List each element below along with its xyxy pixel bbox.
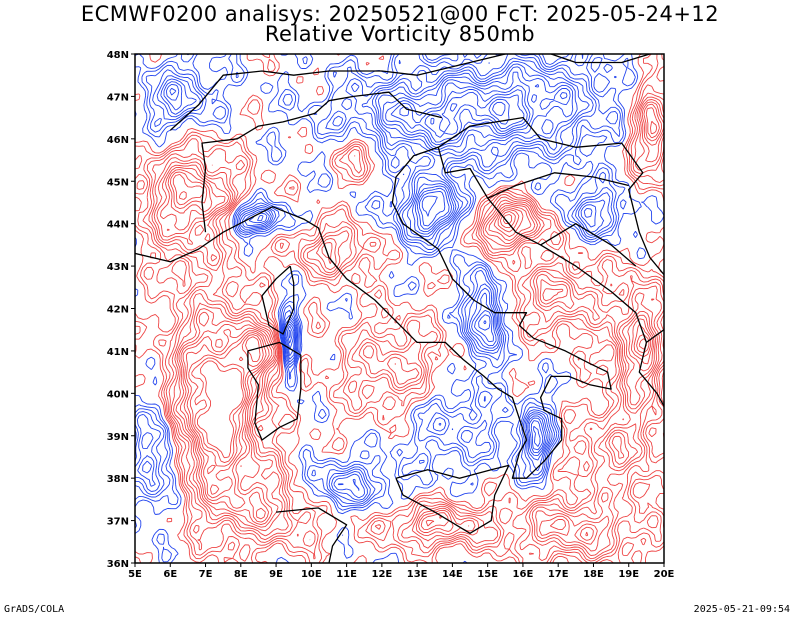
- coastline-segment: [395, 464, 510, 534]
- lat-tick-label: 38N: [107, 474, 129, 485]
- lon-tick-label: 5E: [128, 569, 142, 580]
- negative-vorticity-contour: [165, 66, 593, 491]
- lon-tick-label: 18E: [583, 569, 604, 580]
- lon-tick-label: 9E: [269, 569, 283, 580]
- lat-tick-label: 47N: [107, 92, 129, 103]
- coastline-segment: [487, 172, 629, 199]
- lon-tick-label: 20E: [654, 569, 675, 580]
- lon-tick-label: 19E: [618, 569, 639, 580]
- positive-vorticity-contour: [135, 54, 664, 563]
- negative-vorticity-contour: [492, 101, 506, 117]
- lat-tick-label: 37N: [107, 517, 129, 528]
- lat-tick-label: 42N: [107, 305, 129, 316]
- negative-vorticity-contour: [430, 98, 510, 125]
- axis-ticks: 5E 6E 7E 8E 9E 10E 11E 12E 13E 14E 15E 16E 17E 18E 19E…: [107, 50, 675, 580]
- negative-vorticity-contour: [169, 71, 571, 454]
- coastline-segment: [646, 329, 664, 343]
- positive-vorticity-contour: [159, 103, 663, 541]
- positive-vorticity-contour: [170, 120, 658, 520]
- lon-tick-label: 12E: [371, 569, 392, 580]
- lon-tick-label: 17E: [548, 569, 569, 580]
- negative-vorticity-contour: [135, 54, 636, 563]
- lat-tick-label: 40N: [107, 389, 129, 400]
- negative-vorticity-contour: [137, 60, 606, 501]
- negative-vorticity-contour: [142, 63, 597, 499]
- lon-tick-label: 10E: [301, 569, 322, 580]
- positive-vorticity-contour: [179, 191, 647, 464]
- coastline-segment: [169, 54, 506, 131]
- lon-tick-label: 13E: [407, 569, 428, 580]
- lat-tick-label: 46N: [107, 135, 129, 146]
- coastline-segment: [135, 231, 224, 263]
- coastline-segment: [540, 223, 637, 267]
- positive-vorticity-contour: [142, 66, 664, 562]
- software-credit: GrADS/COLA: [4, 604, 65, 615]
- coastline-segment: [437, 147, 664, 407]
- positive-vorticity-contour: [151, 96, 664, 556]
- lat-tick-label: 41N: [107, 347, 129, 358]
- negative-vorticity-contour: [288, 88, 541, 447]
- lat-tick-label: 44N: [107, 220, 129, 231]
- lon-tick-label: 6E: [163, 569, 177, 580]
- positive-vorticity-contour: [167, 107, 660, 537]
- lon-tick-label: 7E: [199, 569, 213, 580]
- lon-tick-label: 14E: [442, 569, 463, 580]
- negative-vorticity-contour: [257, 82, 568, 451]
- lon-tick-label: 16E: [513, 569, 534, 580]
- coastline-segment: [201, 91, 442, 233]
- contour-field: [135, 54, 664, 563]
- coastline-segment: [247, 341, 302, 441]
- positive-vorticity-contour: [135, 54, 664, 563]
- positive-vorticity-contour: [153, 99, 664, 552]
- coastline-segment: [276, 507, 348, 563]
- lat-tick-label: 36N: [107, 559, 129, 570]
- lat-tick-label: 43N: [107, 262, 129, 273]
- positive-vorticity-contour: [156, 101, 664, 545]
- map-subtitle: Relative Vorticity 850mb: [264, 22, 536, 46]
- coastline-segment: [550, 54, 651, 64]
- lat-tick-label: 48N: [107, 50, 129, 61]
- positive-vorticity-contour: [197, 336, 261, 459]
- map-title: ECMWF0200 analisys: 20250521@00 FcT: 202…: [80, 2, 720, 26]
- coastlines: [135, 54, 664, 563]
- lon-tick-label: 8E: [234, 569, 248, 580]
- negative-vorticity-contour: [135, 57, 612, 503]
- render-timestamp: 2025-05-21-09:54: [693, 604, 790, 615]
- coastline-segment: [261, 265, 295, 335]
- lon-tick-label: 15E: [477, 569, 498, 580]
- coastline-segment: [222, 146, 612, 479]
- lon-tick-label: 11E: [336, 569, 357, 580]
- coastline-segment: [437, 116, 664, 276]
- lat-tick-label: 39N: [107, 432, 129, 443]
- lat-tick-label: 45N: [107, 177, 129, 188]
- positive-vorticity-contour: [148, 92, 664, 560]
- negative-vorticity-contour: [399, 91, 525, 217]
